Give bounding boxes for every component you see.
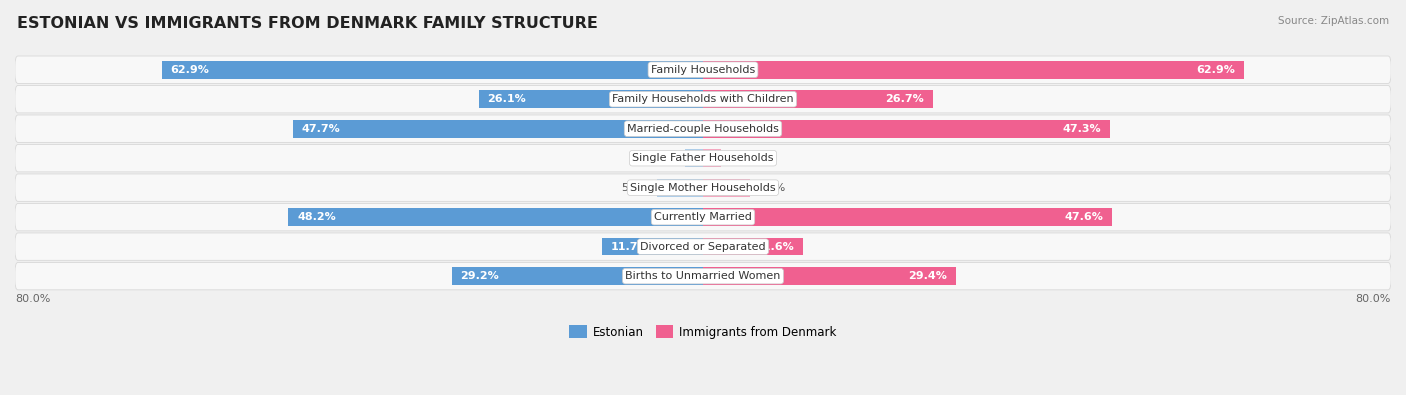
Text: Currently Married: Currently Married [654, 212, 752, 222]
FancyBboxPatch shape [15, 233, 1391, 260]
Bar [451, 267, 703, 285]
FancyBboxPatch shape [15, 174, 1391, 201]
Bar [292, 120, 703, 137]
FancyBboxPatch shape [15, 262, 1391, 290]
Text: 47.6%: 47.6% [1064, 212, 1104, 222]
Text: 62.9%: 62.9% [170, 65, 209, 75]
Bar [703, 208, 1112, 226]
Bar [703, 61, 1244, 79]
Text: 5.4%: 5.4% [621, 182, 650, 193]
Text: 47.3%: 47.3% [1063, 124, 1101, 134]
Text: 48.2%: 48.2% [297, 212, 336, 222]
Bar [703, 149, 721, 167]
Text: 26.1%: 26.1% [486, 94, 526, 104]
Text: 11.6%: 11.6% [755, 242, 794, 252]
Bar [478, 90, 703, 108]
Text: 2.1%: 2.1% [728, 153, 756, 163]
Text: Single Father Households: Single Father Households [633, 153, 773, 163]
Text: ESTONIAN VS IMMIGRANTS FROM DENMARK FAMILY STRUCTURE: ESTONIAN VS IMMIGRANTS FROM DENMARK FAMI… [17, 16, 598, 31]
Bar [703, 120, 1109, 137]
FancyBboxPatch shape [15, 56, 1391, 83]
Text: 62.9%: 62.9% [1197, 65, 1236, 75]
Text: 80.0%: 80.0% [15, 294, 51, 305]
Bar [703, 90, 932, 108]
Text: Divorced or Separated: Divorced or Separated [640, 242, 766, 252]
Text: Source: ZipAtlas.com: Source: ZipAtlas.com [1278, 16, 1389, 26]
Bar [162, 61, 703, 79]
FancyBboxPatch shape [15, 203, 1391, 231]
Bar [602, 238, 703, 256]
Text: 2.1%: 2.1% [650, 153, 678, 163]
Text: Births to Unmarried Women: Births to Unmarried Women [626, 271, 780, 281]
FancyBboxPatch shape [15, 115, 1391, 143]
Text: 29.4%: 29.4% [908, 271, 948, 281]
FancyBboxPatch shape [15, 145, 1391, 172]
Bar [657, 179, 703, 196]
Text: Family Households: Family Households [651, 65, 755, 75]
Text: Family Households with Children: Family Households with Children [612, 94, 794, 104]
Text: Married-couple Households: Married-couple Households [627, 124, 779, 134]
Legend: Estonian, Immigrants from Denmark: Estonian, Immigrants from Denmark [565, 321, 841, 343]
Text: 5.5%: 5.5% [758, 182, 786, 193]
Text: 11.7%: 11.7% [612, 242, 650, 252]
Bar [703, 267, 956, 285]
Bar [685, 149, 703, 167]
Text: 29.2%: 29.2% [461, 271, 499, 281]
Text: 26.7%: 26.7% [886, 94, 924, 104]
Text: 80.0%: 80.0% [1355, 294, 1391, 305]
Bar [703, 179, 751, 196]
Text: Single Mother Households: Single Mother Households [630, 182, 776, 193]
Text: 47.7%: 47.7% [301, 124, 340, 134]
Bar [703, 238, 803, 256]
Bar [288, 208, 703, 226]
FancyBboxPatch shape [15, 85, 1391, 113]
